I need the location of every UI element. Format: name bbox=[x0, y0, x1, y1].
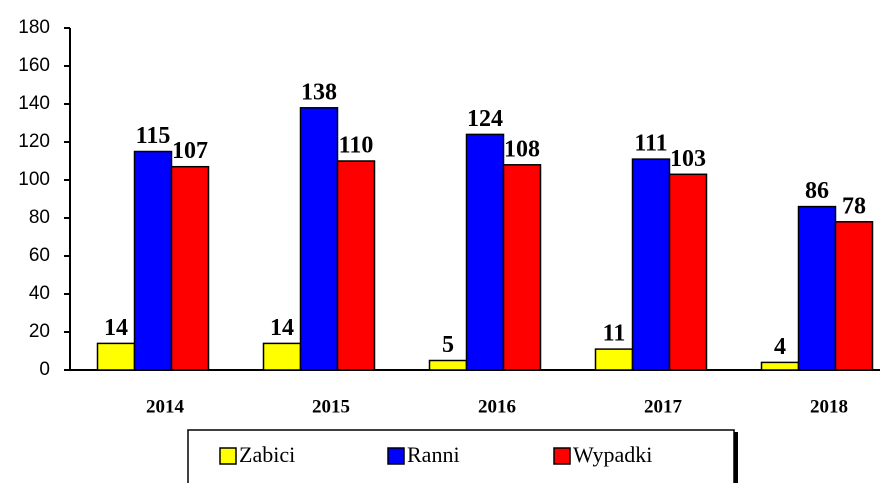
data-label: 111 bbox=[634, 131, 667, 157]
data-label: 86 bbox=[805, 178, 829, 204]
data-label: 115 bbox=[136, 123, 171, 149]
y-tick-label: 100 bbox=[18, 169, 50, 190]
legend-box bbox=[187, 429, 735, 483]
y-tick-label: 140 bbox=[18, 93, 50, 114]
legend-swatch bbox=[219, 447, 237, 465]
y-tick-label: 160 bbox=[18, 55, 50, 76]
bar bbox=[465, 133, 505, 371]
data-label: 110 bbox=[339, 133, 374, 159]
bar bbox=[594, 348, 634, 371]
y-tick-label: 0 bbox=[39, 359, 50, 380]
data-label: 11 bbox=[603, 321, 626, 347]
legend-label: Ranni bbox=[407, 442, 460, 467]
bar bbox=[502, 164, 542, 371]
legend-swatch bbox=[387, 447, 405, 465]
legend-label: Zabici bbox=[239, 442, 295, 467]
bar bbox=[299, 107, 339, 371]
y-tick-label: 60 bbox=[29, 245, 50, 266]
data-label: 124 bbox=[467, 106, 503, 132]
data-label: 107 bbox=[172, 138, 208, 164]
bar bbox=[133, 150, 173, 371]
x-tick-label: 2014 bbox=[146, 396, 185, 417]
data-label: 138 bbox=[301, 79, 337, 105]
bar bbox=[428, 359, 468, 371]
data-label: 14 bbox=[104, 315, 128, 341]
data-label: 4 bbox=[774, 334, 786, 360]
legend-swatch bbox=[553, 447, 571, 465]
bar bbox=[262, 342, 302, 371]
bar bbox=[336, 160, 376, 371]
x-tick-label: 2018 bbox=[810, 396, 848, 417]
data-label: 5 bbox=[442, 332, 454, 358]
y-tick-label: 20 bbox=[29, 321, 50, 342]
bar bbox=[760, 361, 800, 371]
y-tick-label: 40 bbox=[29, 283, 50, 304]
data-label: 14 bbox=[270, 315, 294, 341]
data-label: 78 bbox=[842, 193, 866, 219]
bar bbox=[96, 342, 136, 371]
bar bbox=[631, 158, 671, 371]
x-tick-label: 2015 bbox=[312, 396, 350, 417]
data-label: 108 bbox=[504, 136, 540, 162]
legend-label: Wypadki bbox=[573, 442, 652, 467]
x-tick-label: 2017 bbox=[644, 396, 683, 417]
bar bbox=[170, 165, 210, 371]
y-tick-label: 80 bbox=[29, 207, 50, 228]
data-label: 103 bbox=[670, 146, 706, 172]
bar bbox=[668, 173, 708, 371]
bar bbox=[797, 205, 837, 371]
x-tick-label: 2016 bbox=[478, 396, 516, 417]
y-tick-label: 120 bbox=[18, 131, 50, 152]
y-tick-label: 180 bbox=[18, 17, 50, 38]
bar bbox=[834, 221, 874, 371]
